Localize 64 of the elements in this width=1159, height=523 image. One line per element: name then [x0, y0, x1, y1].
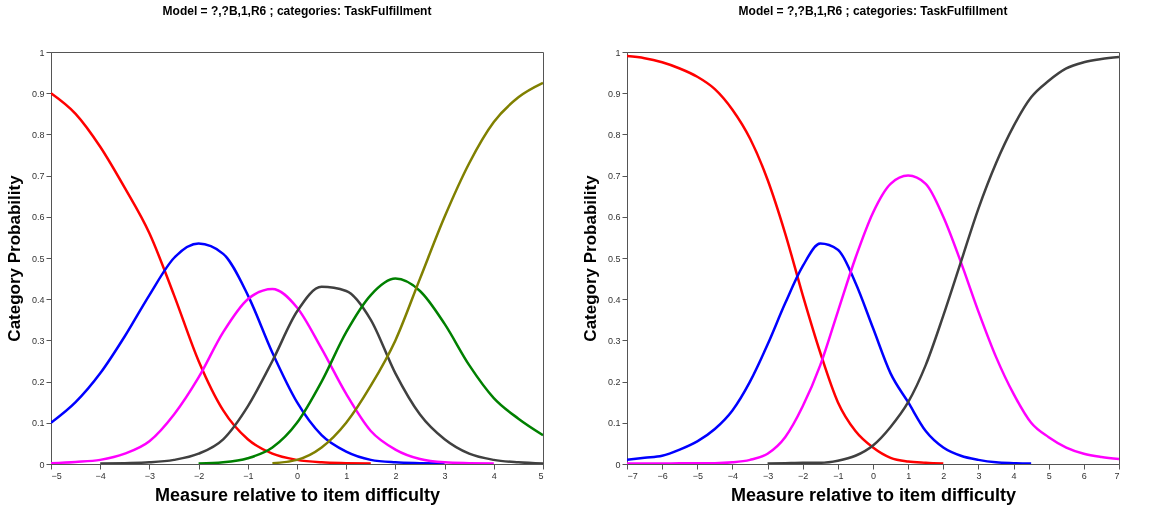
y-tick-label: 0.8	[31, 129, 45, 140]
line-series	[627, 54, 945, 464]
y-tick-label: 0	[39, 459, 45, 470]
x-tick-label: −1	[833, 470, 844, 481]
x-axis-title: Measure relative to item difficulty	[730, 484, 1017, 505]
x-tick-label: 2	[393, 470, 399, 481]
x-tick-label: 6	[1081, 470, 1087, 481]
line-series	[51, 287, 496, 464]
x-tick-label: −3	[144, 470, 156, 481]
y-tick-label: 0.6	[31, 212, 45, 223]
x-tick-label: −2	[193, 470, 205, 481]
y-tick-label: 0.1	[607, 418, 621, 429]
x-tick-label: −7	[627, 470, 638, 481]
x-tick-label: −2	[798, 470, 809, 481]
x-tick-label: 2	[941, 470, 947, 481]
x-tick-label: 5	[538, 470, 544, 481]
y-tick-label: 0.3	[31, 335, 45, 346]
y-tick-label: 0.2	[607, 377, 621, 388]
x-tick-label: −5	[692, 470, 703, 481]
x-tick-label: 0	[870, 470, 877, 481]
y-tick-label: 0.6	[607, 212, 621, 223]
line-series	[766, 55, 1119, 464]
x-tick-label: −4	[95, 470, 106, 481]
x-axis-title: Measure relative to item difficulty	[154, 484, 441, 505]
x-tick-label: 3	[442, 470, 448, 481]
y-tick-label: 0.5	[31, 253, 45, 264]
x-tick-label: −1	[243, 470, 254, 481]
line-series	[98, 285, 543, 464]
y-tick-label: 0.5	[607, 253, 621, 264]
y-tick-label: 0.7	[31, 171, 45, 182]
x-tick-label: −5	[51, 470, 62, 481]
line-series	[51, 91, 373, 464]
line-series	[627, 242, 1033, 464]
x-tick-label: 7	[1114, 470, 1120, 481]
x-tick-label: −6	[657, 470, 668, 481]
x-tick-label: 4	[1011, 470, 1017, 481]
x-tick-label: −4	[727, 470, 739, 481]
y-tick-label: 0.4	[607, 294, 621, 305]
y-tick-label: 0.7	[607, 171, 621, 182]
y-tick-label: 0.9	[607, 88, 621, 99]
y-tick-label: 0.9	[31, 88, 45, 99]
y-tick-label: 0	[615, 459, 621, 470]
y-tick-label: 0.2	[31, 377, 45, 388]
y-tick-label: 0.1	[31, 418, 45, 429]
y-tick-label: 0.3	[607, 335, 621, 346]
x-tick-label: 4	[491, 470, 497, 481]
y-axis-title: Category Probability	[4, 174, 24, 342]
line-series	[627, 174, 1119, 464]
x-tick-label: 1	[906, 470, 912, 481]
chart-title: Model = ?,?B,1,R6 ; categories: TaskFulfillment	[738, 4, 1008, 18]
x-tick-label: 0	[294, 470, 301, 481]
y-tick-label: 1	[615, 47, 621, 58]
x-tick-label: −3	[762, 470, 774, 481]
chart-title: Model = ?,?B,1,R6 ; categories: TaskFulfillment	[162, 4, 432, 18]
y-tick-label: 0.8	[607, 129, 621, 140]
line-series	[51, 242, 446, 464]
y-tick-label: 0.4	[31, 294, 45, 305]
y-tick-label: 1	[39, 47, 45, 58]
x-tick-label: 1	[344, 470, 350, 481]
x-tick-label: 3	[976, 470, 982, 481]
line-series	[197, 277, 543, 464]
x-tick-label: 5	[1046, 470, 1052, 481]
y-axis-title: Category Probability	[580, 174, 600, 342]
line-series	[271, 81, 543, 464]
